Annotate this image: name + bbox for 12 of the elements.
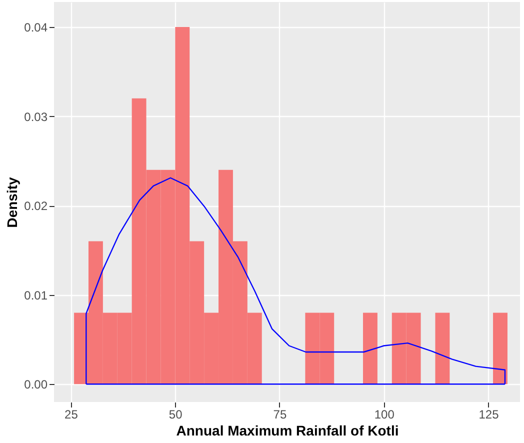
x-axis-title: Annual Maximum Rainfall of Kotli [176,422,399,438]
y-tick-label: 0.01 [24,288,48,302]
x-tick-label: 125 [478,408,500,422]
y-tick-label: 0.00 [24,378,48,392]
y-axis-title: Density [4,177,20,228]
y-tick-label: 0.04 [24,20,48,34]
y-tick-label: 0.02 [24,199,48,214]
x-tick-label: 25 [64,408,78,422]
y-tick-label: 0.03 [24,110,48,124]
x-tick-label: 75 [273,408,287,422]
x-tick-label: 100 [374,408,395,422]
x-tick-label: 50 [168,408,183,422]
